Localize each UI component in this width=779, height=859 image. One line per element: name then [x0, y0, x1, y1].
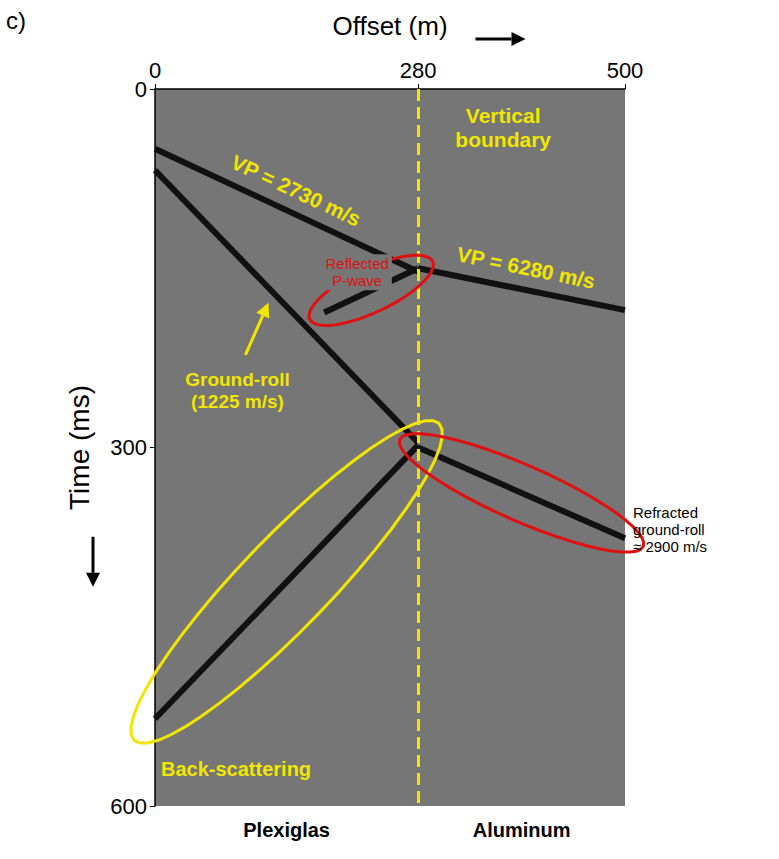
svg-text:Plexiglas: Plexiglas — [243, 819, 330, 841]
svg-text:VP = 6280 m/s: VP = 6280 m/s — [455, 242, 597, 292]
svg-text:280: 280 — [400, 58, 437, 83]
svg-text:Refracted: Refracted — [633, 504, 698, 521]
svg-text:Time (ms): Time (ms) — [64, 385, 95, 510]
svg-text:VP = 2730 m/s: VP = 2730 m/s — [228, 150, 365, 230]
svg-text:≈ 2900 m/s: ≈ 2900 m/s — [633, 538, 707, 555]
svg-text:Aluminum: Aluminum — [473, 819, 571, 841]
svg-text:c): c) — [6, 7, 26, 34]
svg-text:0: 0 — [149, 58, 161, 83]
svg-text:0: 0 — [135, 77, 147, 102]
svg-text:(1225 m/s): (1225 m/s) — [191, 391, 284, 412]
svg-text:Ground-roll: Ground-roll — [185, 369, 289, 390]
svg-text:boundary: boundary — [455, 128, 551, 151]
svg-text:Offset (m): Offset (m) — [332, 11, 447, 41]
svg-text:600: 600 — [110, 794, 147, 819]
svg-text:P-wave: P-wave — [332, 272, 382, 289]
svg-text:500: 500 — [607, 58, 644, 83]
svg-text:Back-scattering: Back-scattering — [161, 758, 311, 780]
svg-text:Reflected: Reflected — [326, 255, 389, 272]
svg-text:Vertical: Vertical — [466, 104, 541, 127]
svg-text:ground-roll: ground-roll — [633, 521, 705, 538]
svg-text:300: 300 — [110, 435, 147, 460]
